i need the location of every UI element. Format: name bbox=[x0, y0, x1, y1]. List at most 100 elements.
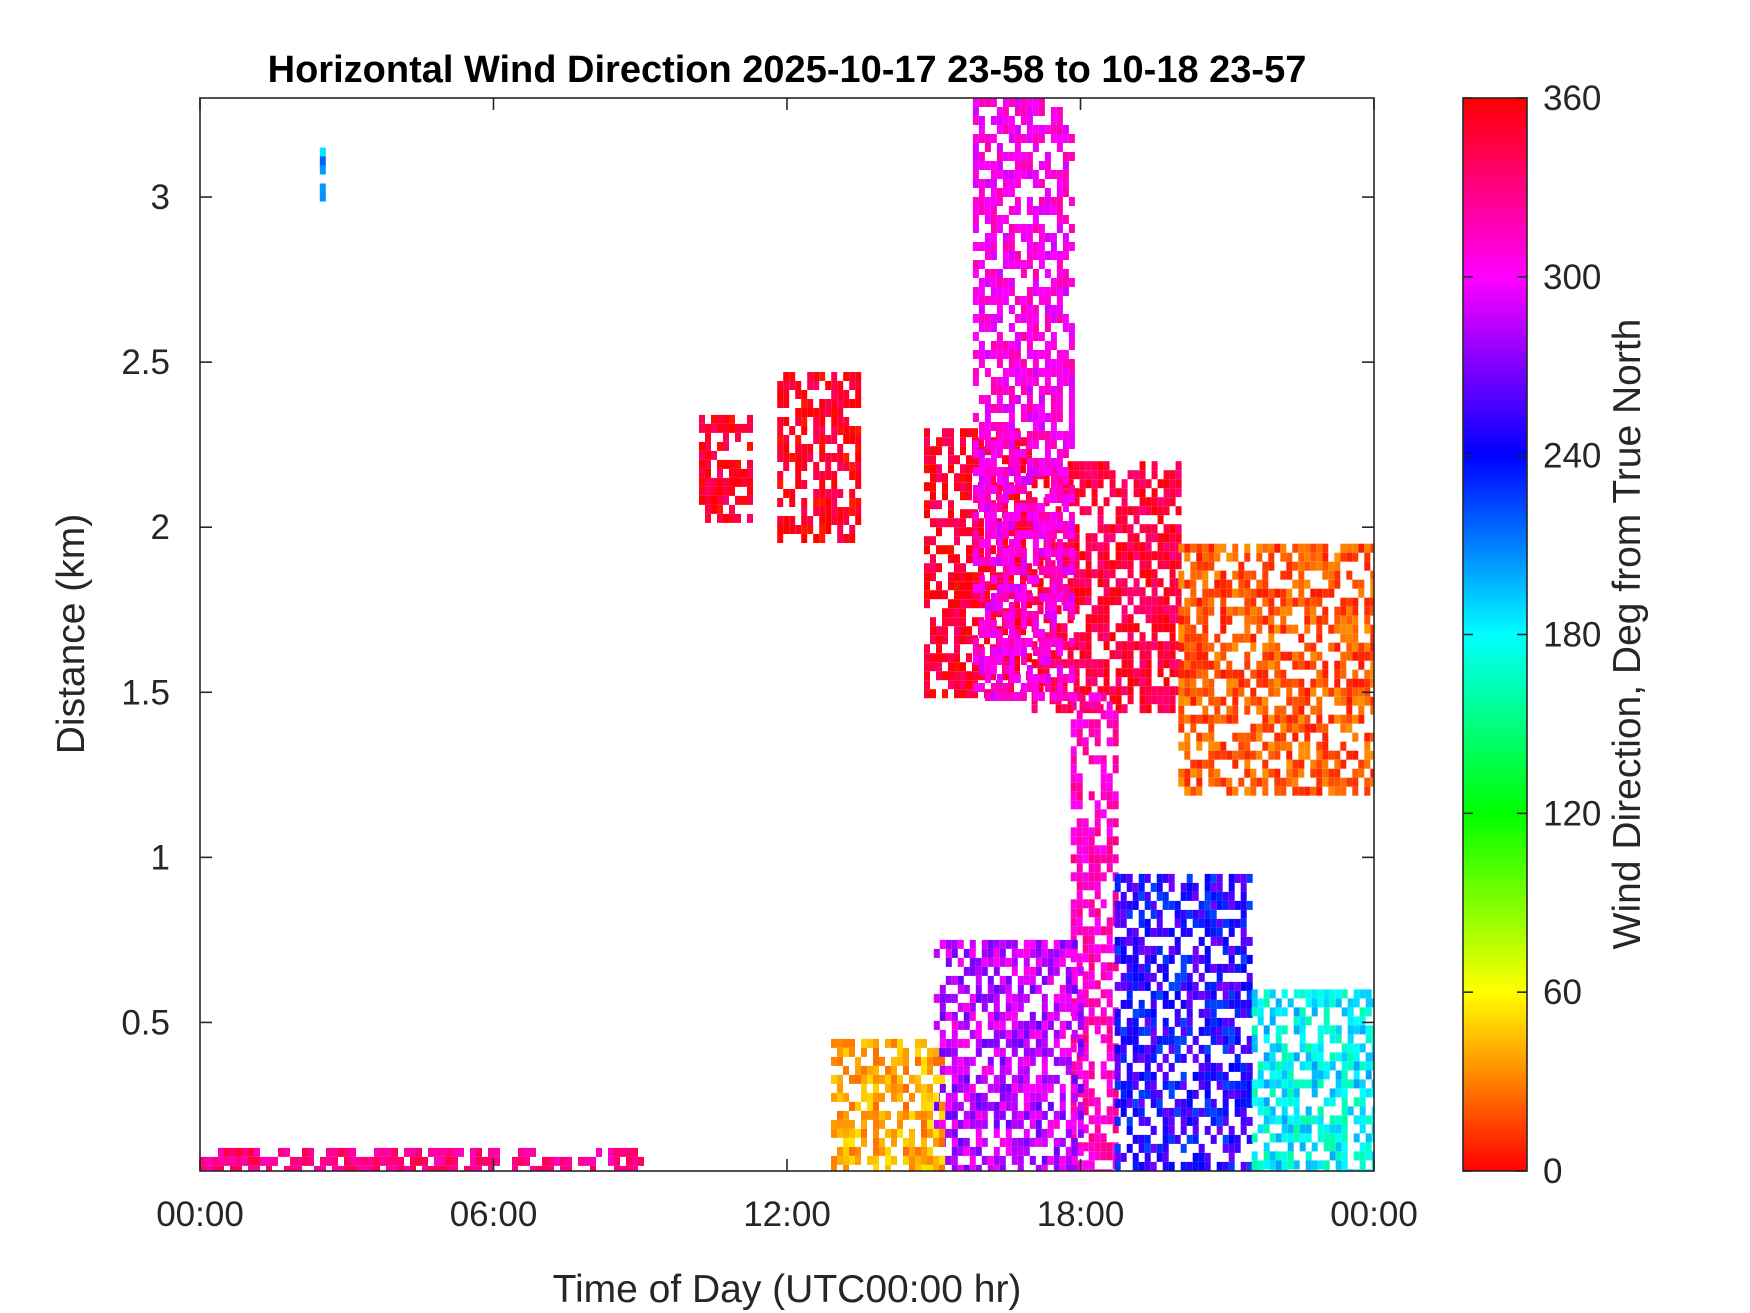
heatmap-cell bbox=[1138, 909, 1145, 919]
heatmap-cell bbox=[1088, 728, 1095, 738]
heatmap-cell bbox=[1047, 948, 1054, 958]
heatmap-cell bbox=[1056, 179, 1063, 188]
heatmap-cell bbox=[723, 432, 729, 442]
heatmap-cell bbox=[1232, 714, 1239, 724]
heatmap-cell bbox=[1071, 948, 1078, 958]
heatmap-cell bbox=[1126, 990, 1133, 1000]
heatmap-cell bbox=[1020, 626, 1026, 636]
heatmap-cell bbox=[1106, 1169, 1113, 1171]
heatmap-cell bbox=[1047, 975, 1054, 985]
heatmap-cell bbox=[1088, 791, 1095, 801]
heatmap-cell bbox=[1340, 669, 1347, 679]
heatmap-cell bbox=[1198, 1008, 1205, 1018]
heatmap-cell bbox=[717, 486, 723, 496]
heatmap-cell bbox=[1106, 998, 1113, 1008]
heatmap-cell bbox=[1071, 1083, 1078, 1093]
heatmap-cell bbox=[951, 1092, 958, 1102]
heatmap-cell bbox=[1038, 422, 1045, 431]
heatmap-cell bbox=[1226, 588, 1233, 598]
heatmap-cell bbox=[1145, 614, 1152, 624]
heatmap-cell bbox=[1240, 900, 1247, 910]
heatmap-cell bbox=[996, 188, 1003, 197]
heatmap-cell bbox=[1304, 597, 1311, 607]
heatmap-cell bbox=[1065, 966, 1072, 976]
heatmap-cell bbox=[1044, 152, 1051, 161]
heatmap-cell bbox=[296, 1156, 302, 1166]
heatmap-cell bbox=[1216, 1125, 1223, 1135]
heatmap-cell bbox=[1281, 1097, 1288, 1107]
heatmap-cell bbox=[1014, 458, 1021, 467]
heatmap-cell bbox=[960, 680, 966, 690]
heatmap-cell bbox=[1014, 206, 1021, 215]
heatmap-cell bbox=[831, 372, 838, 381]
heatmap-cell bbox=[1053, 1110, 1060, 1120]
heatmap-cell bbox=[945, 975, 952, 985]
heatmap-cell bbox=[1139, 659, 1146, 669]
heatmap-cell bbox=[524, 1156, 530, 1166]
heatmap-cell bbox=[518, 1147, 524, 1157]
heatmap-cell bbox=[921, 1110, 927, 1120]
y-axis-ticks: 0.511.522.53 bbox=[121, 178, 1374, 1042]
heatmap-cell bbox=[1091, 497, 1098, 507]
heatmap-cell bbox=[1014, 341, 1021, 350]
heatmap-cell bbox=[1310, 768, 1317, 778]
heatmap-cell bbox=[1044, 125, 1051, 134]
heatmap-cell bbox=[1076, 863, 1083, 873]
heatmap-cell bbox=[1204, 891, 1211, 901]
heatmap-cell bbox=[1085, 569, 1092, 579]
heatmap-cell bbox=[954, 563, 960, 573]
heatmap-cell bbox=[488, 1147, 494, 1157]
heatmap-cell bbox=[1127, 569, 1134, 579]
heatmap-cell bbox=[966, 581, 972, 591]
heatmap-cell bbox=[1056, 224, 1063, 233]
heatmap-cell bbox=[1281, 1115, 1288, 1125]
heatmap-cell bbox=[735, 477, 741, 487]
heatmap-cell bbox=[978, 467, 985, 476]
heatmap-cell bbox=[1127, 587, 1134, 597]
heatmap-cell bbox=[1044, 161, 1051, 170]
heatmap-cell bbox=[1002, 377, 1009, 386]
heatmap-cell bbox=[729, 459, 735, 469]
heatmap-cell bbox=[1002, 296, 1009, 305]
heatmap-cell bbox=[978, 599, 984, 609]
heatmap-cell bbox=[1091, 668, 1098, 678]
heatmap-cell bbox=[951, 1056, 958, 1066]
heatmap-cell bbox=[960, 662, 966, 672]
heatmap-cell bbox=[1032, 224, 1039, 233]
heatmap-cell bbox=[1041, 1083, 1048, 1093]
heatmap-cell bbox=[1317, 1052, 1324, 1062]
heatmap-cell bbox=[819, 408, 826, 417]
heatmap-cell bbox=[930, 653, 936, 663]
heatmap-cell bbox=[1068, 530, 1075, 539]
heatmap-cell bbox=[1222, 891, 1229, 901]
heatmap-cell bbox=[1032, 674, 1039, 683]
heatmap-cell bbox=[1100, 962, 1107, 972]
heatmap-cell bbox=[1263, 1079, 1270, 1089]
heatmap-cell bbox=[1157, 515, 1164, 525]
heatmap-cell bbox=[1138, 972, 1145, 982]
heatmap-cell bbox=[966, 572, 972, 582]
heatmap-cell bbox=[320, 1165, 326, 1171]
heatmap-cell bbox=[1359, 1151, 1366, 1161]
heatmap-cell bbox=[1352, 543, 1359, 553]
heatmap-cell bbox=[1281, 1061, 1288, 1071]
heatmap-cell bbox=[1370, 597, 1374, 607]
heatmap-cell bbox=[1280, 678, 1287, 688]
heatmap-cell bbox=[1262, 777, 1269, 787]
heatmap-cell bbox=[1011, 1011, 1018, 1021]
heatmap-cell bbox=[885, 1074, 891, 1084]
heatmap-cell bbox=[344, 1165, 350, 1171]
heatmap-cell bbox=[915, 1110, 921, 1120]
heatmap-cell bbox=[1138, 1089, 1145, 1099]
heatmap-cell bbox=[1100, 944, 1107, 954]
heatmap-cell bbox=[963, 1119, 970, 1129]
heatmap-cell bbox=[1085, 578, 1092, 588]
heatmap-cell bbox=[1232, 606, 1239, 616]
heatmap-cell bbox=[996, 593, 1003, 602]
heatmap-cell bbox=[897, 1074, 903, 1084]
heatmap-cell bbox=[1304, 732, 1311, 742]
heatmap-cell bbox=[1196, 570, 1203, 580]
heatmap-cell bbox=[1293, 1160, 1300, 1170]
heatmap-cell bbox=[1281, 1160, 1288, 1170]
heatmap-cell bbox=[1068, 377, 1075, 386]
